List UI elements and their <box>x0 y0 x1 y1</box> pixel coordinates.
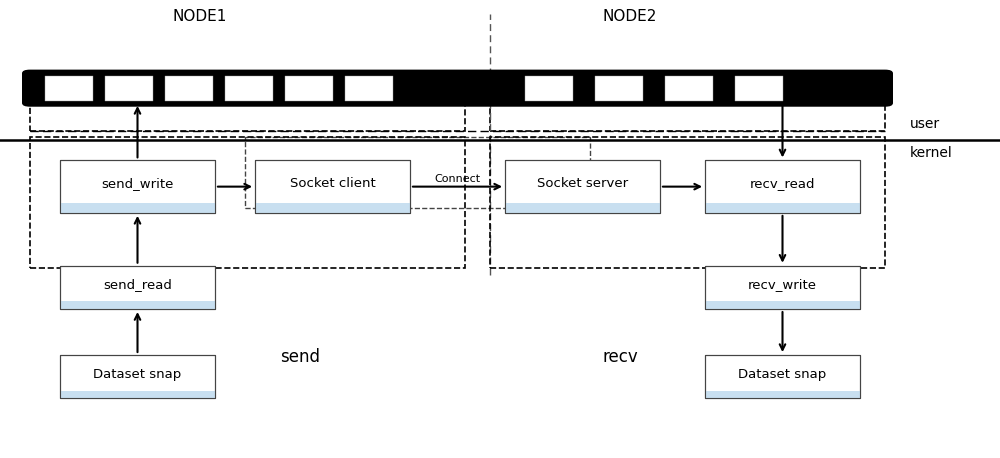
Text: Dataset snap: Dataset snap <box>738 368 827 381</box>
FancyBboxPatch shape <box>255 160 410 213</box>
FancyBboxPatch shape <box>705 160 860 213</box>
FancyBboxPatch shape <box>705 391 860 398</box>
FancyBboxPatch shape <box>285 76 333 101</box>
FancyBboxPatch shape <box>735 76 783 101</box>
FancyBboxPatch shape <box>665 76 713 101</box>
FancyBboxPatch shape <box>505 160 660 213</box>
FancyBboxPatch shape <box>705 203 860 213</box>
FancyBboxPatch shape <box>165 76 213 101</box>
FancyBboxPatch shape <box>255 203 410 213</box>
FancyBboxPatch shape <box>505 203 660 213</box>
FancyBboxPatch shape <box>345 76 393 101</box>
Text: recv_write: recv_write <box>748 278 817 291</box>
Text: send_write: send_write <box>101 177 174 190</box>
Text: NODE1: NODE1 <box>173 9 227 23</box>
FancyBboxPatch shape <box>60 203 215 213</box>
FancyBboxPatch shape <box>705 266 860 309</box>
FancyBboxPatch shape <box>60 266 215 309</box>
Text: recv: recv <box>602 348 638 366</box>
Text: send: send <box>280 348 320 366</box>
Text: Socket client: Socket client <box>290 177 375 190</box>
FancyBboxPatch shape <box>105 76 153 101</box>
Text: kernel: kernel <box>910 147 953 160</box>
FancyBboxPatch shape <box>60 391 215 398</box>
FancyBboxPatch shape <box>225 76 273 101</box>
FancyBboxPatch shape <box>60 355 215 398</box>
FancyBboxPatch shape <box>595 76 643 101</box>
FancyBboxPatch shape <box>22 70 893 107</box>
Text: user: user <box>910 117 940 131</box>
Text: Socket server: Socket server <box>537 177 628 190</box>
Text: recv_read: recv_read <box>750 177 815 190</box>
FancyBboxPatch shape <box>60 301 215 309</box>
Text: send_read: send_read <box>103 278 172 291</box>
FancyBboxPatch shape <box>525 76 573 101</box>
FancyBboxPatch shape <box>705 301 860 309</box>
FancyBboxPatch shape <box>60 160 215 213</box>
Text: Connect: Connect <box>434 174 481 184</box>
FancyBboxPatch shape <box>45 76 93 101</box>
Text: NODE2: NODE2 <box>603 9 657 23</box>
FancyBboxPatch shape <box>705 355 860 398</box>
Text: Dataset snap: Dataset snap <box>93 368 182 381</box>
